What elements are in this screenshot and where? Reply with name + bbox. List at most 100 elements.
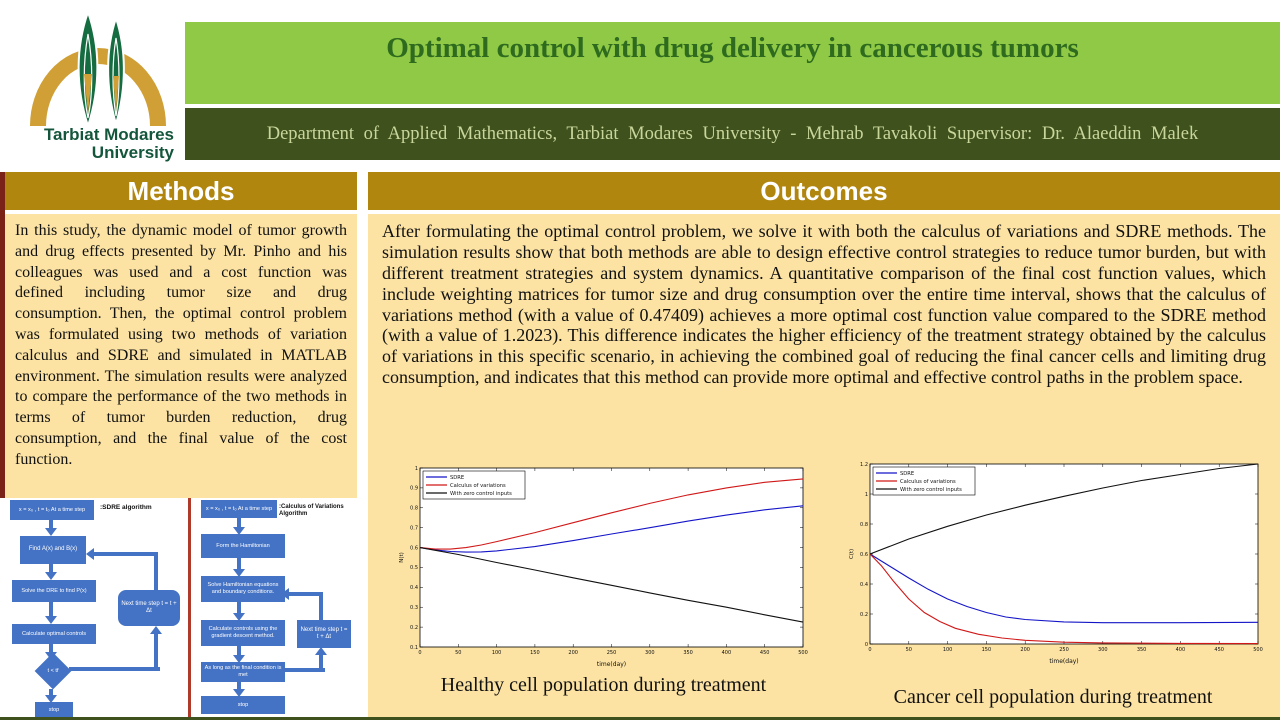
svg-text:time(day): time(day) [1049, 658, 1078, 665]
healthy-chart-caption: Healthy cell population during treatment [440, 674, 767, 696]
svg-text:0.2: 0.2 [860, 612, 868, 618]
svg-text:0.1: 0.1 [410, 645, 418, 651]
cancer-chart-caption: Cancer cell population during treatment [893, 686, 1213, 708]
svg-text:0.6: 0.6 [410, 545, 418, 551]
flowchart-divider [188, 498, 191, 717]
loop-line [69, 667, 160, 671]
arrow-head [233, 569, 245, 577]
svg-text:0.6: 0.6 [860, 552, 868, 558]
svg-text:250: 250 [607, 650, 617, 656]
loop-line [319, 654, 323, 670]
loop-line [94, 552, 158, 556]
svg-text:1.2: 1.2 [860, 462, 868, 468]
subtitle-bar: Department of Applied Mathematics, Tarbi… [185, 108, 1280, 160]
cancer-cells-chart: 0 50 100 150 200 250 300 350 400 450 500 0 0.2 0.4 0.6… [849, 462, 1263, 665]
outcomes-panel: After formulating the optimal control pr… [368, 214, 1280, 720]
svg-text:0.5: 0.5 [410, 565, 418, 571]
methods-header: Methods [5, 172, 357, 210]
svg-text:0.8: 0.8 [860, 522, 868, 528]
svg-text:0.4: 0.4 [860, 582, 868, 588]
outcomes-heading-label: Outcomes [760, 175, 888, 206]
svg-text:100: 100 [943, 647, 953, 653]
loop-line [154, 554, 158, 590]
poster-subtitle: Department of Applied Mathematics, Tarbi… [266, 123, 1199, 144]
arrow-head [233, 655, 245, 663]
sdre-step-find-ab: Find A(x) and B(x) [20, 536, 86, 564]
cov-step-stop: stop [201, 696, 285, 714]
svg-text:300: 300 [1098, 647, 1108, 653]
svg-text:0.2: 0.2 [410, 625, 418, 631]
sdre-flowchart: :SDRE algorithm x = x₀ , t = t₀ At a tim… [8, 498, 186, 720]
svg-text:With zero control inputs: With zero control inputs [900, 487, 962, 493]
svg-text:350: 350 [1137, 647, 1147, 653]
svg-text:500: 500 [1253, 647, 1263, 653]
university-logo: Tarbiat Modares University [10, 4, 182, 164]
svg-text:Calculus of variations: Calculus of variations [900, 479, 956, 485]
svg-text:0.3: 0.3 [410, 605, 418, 611]
arrow [237, 682, 241, 689]
arrow-head [45, 616, 57, 624]
arrow [49, 644, 53, 652]
methods-left-accent [0, 172, 5, 498]
svg-text:0.7: 0.7 [410, 525, 418, 531]
logo-line1: Tarbiat Modares [43, 125, 174, 144]
svg-text:150: 150 [530, 650, 540, 656]
logo-line2: University [91, 142, 174, 162]
title-bar: Optimal control with drug delivery in ca… [185, 22, 1280, 104]
arrow-head [315, 647, 327, 655]
svg-text:1: 1 [865, 492, 868, 498]
bottom-border [0, 717, 1280, 720]
svg-text:N(t): N(t) [399, 552, 405, 563]
svg-text:time(day): time(day) [597, 661, 626, 668]
svg-text:0.9: 0.9 [410, 486, 418, 492]
arrow-head [86, 548, 94, 560]
logo-arch-trees-icon [30, 8, 166, 130]
arrow-head [233, 527, 245, 535]
arrow-head [150, 626, 162, 634]
svg-text:200: 200 [568, 650, 578, 656]
svg-text:50: 50 [906, 647, 912, 653]
cov-next-time-step: Next time step t = t + Δt [297, 620, 351, 648]
svg-text:With zero control inputs: With zero control inputs [450, 491, 512, 497]
sdre-flowchart-title: :SDRE algorithm [100, 504, 152, 511]
svg-text:500: 500 [798, 650, 808, 656]
arrow [237, 602, 241, 613]
svg-text:1: 1 [415, 466, 418, 472]
svg-text:300: 300 [645, 650, 655, 656]
svg-text:450: 450 [760, 650, 770, 656]
arrow [49, 602, 53, 616]
poster-title: Optimal control with drug delivery in ca… [386, 32, 1079, 64]
arrow [237, 646, 241, 655]
svg-text:350: 350 [683, 650, 693, 656]
svg-text:250: 250 [1059, 647, 1069, 653]
arrow [49, 689, 53, 695]
arrow-head [233, 613, 245, 621]
arrow-head [45, 528, 57, 536]
cov-step-final-condition: As long as the final condition is met [201, 662, 285, 682]
svg-text:400: 400 [722, 650, 732, 656]
svg-text:450: 450 [1214, 647, 1224, 653]
loop-line [154, 634, 158, 667]
loop-line [285, 668, 325, 672]
svg-text:0: 0 [418, 650, 421, 656]
arrow [49, 520, 53, 528]
methods-body-text: In this study, the dynamic model of tumo… [5, 214, 357, 498]
svg-text:SDRE: SDRE [450, 475, 464, 481]
svg-text:0.8: 0.8 [410, 506, 418, 512]
svg-text:Calculus of variations: Calculus of variations [450, 483, 506, 489]
outcomes-body-text: After formulating the optimal control pr… [382, 221, 1266, 388]
svg-text:50: 50 [455, 650, 461, 656]
svg-text:100: 100 [492, 650, 502, 656]
cov-flowchart: :Calculus of Variations Algorithm x = x₀… [193, 498, 365, 720]
cov-step-solve-equations: Solve Hamiltonian equations and boundary… [201, 576, 285, 602]
loop-line [319, 594, 323, 620]
healthy-cells-chart: 0 50 100 150 200 250 300 350 400 450 500 0.1 0.2 0.3 0… [399, 466, 808, 668]
arrow-head [45, 572, 57, 580]
svg-text:0: 0 [868, 647, 871, 653]
svg-text:150: 150 [982, 647, 992, 653]
loop-line [289, 592, 323, 596]
arrow [49, 564, 53, 572]
svg-text:0.4: 0.4 [410, 585, 418, 591]
cov-step-init: x = x₀ , t = t₀ At a time step [201, 500, 277, 518]
